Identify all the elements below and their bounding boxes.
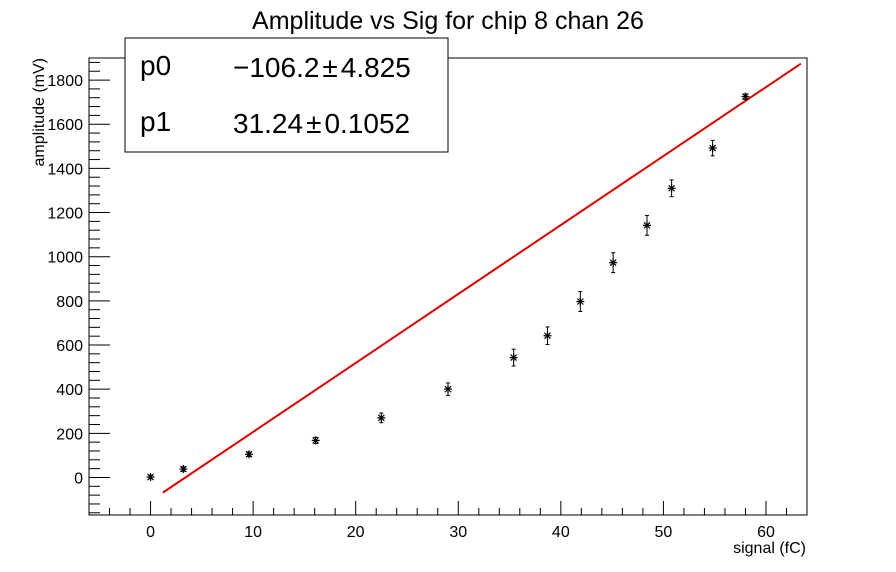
data-point — [245, 450, 254, 459]
y-tick-label: 800 — [56, 294, 83, 311]
chart-title: Amplitude vs Sig for chip 8 chan 26 — [252, 7, 644, 35]
y-tick-label: 600 — [56, 338, 83, 355]
y-tick-label: 1600 — [47, 117, 83, 134]
stat-p0-pm: ± — [322, 52, 337, 83]
data-point — [146, 473, 155, 482]
marker-d2 — [377, 414, 385, 422]
fit-parameters-box: p0 −106.2 ±4.825 p1 31.24 ±0.1052 — [124, 37, 449, 153]
y-tick-label: 400 — [56, 382, 83, 399]
marker-d2 — [510, 354, 518, 362]
y-axis-title: amplitude (mV) — [31, 58, 48, 166]
marker-d2 — [245, 450, 253, 458]
marker-d2 — [147, 473, 154, 481]
data-point — [543, 326, 552, 346]
data-point — [509, 348, 518, 367]
stat-p0-name: p0 — [140, 50, 171, 81]
x-tick-label: 30 — [449, 524, 467, 541]
stat-p0-value: −106.2 ±4.825 — [233, 52, 411, 83]
data-point — [576, 291, 585, 312]
marker-d2 — [312, 436, 320, 444]
y-tick-label: 1200 — [47, 206, 83, 223]
x-axis-title: signal (fC) — [733, 540, 806, 557]
marker-d2 — [576, 298, 584, 305]
marker-d2 — [609, 259, 617, 267]
x-tick-label: 40 — [552, 524, 570, 541]
data-point — [741, 92, 750, 101]
y-tick-label: 200 — [56, 426, 83, 443]
x-tick-label: 60 — [757, 524, 775, 541]
data-point — [642, 214, 651, 236]
stat-p1-value: 31.24 ±0.1052 — [233, 108, 410, 139]
x-tick-label: 0 — [146, 524, 155, 541]
data-point — [311, 436, 320, 445]
marker-d2 — [709, 144, 717, 152]
y-tick-label: 1000 — [47, 250, 83, 267]
y-axis: 0 200 400 600 800 1000 1200 1400 1600 1800 — [47, 61, 110, 514]
marker-d2 — [742, 93, 749, 101]
data-point — [609, 252, 618, 274]
marker-d2 — [544, 332, 551, 340]
stat-p1-error: 0.1052 — [324, 108, 410, 139]
stat-p1-pm: ± — [306, 108, 321, 139]
stat-p0-error: 4.825 — [341, 52, 411, 83]
x-tick-label: 50 — [655, 524, 673, 541]
x-tick-label: 20 — [347, 524, 365, 541]
marker-d2 — [643, 221, 651, 229]
data-point — [179, 465, 188, 474]
marker-d2 — [444, 385, 452, 393]
fit-layer — [162, 62, 802, 494]
stat-p0-value-number: −106.2 — [233, 52, 319, 83]
x-axis: 0 10 20 30 40 50 60 — [109, 501, 787, 541]
data-points-layer — [146, 92, 750, 482]
fit-line — [162, 62, 802, 494]
x-tick-label: 10 — [244, 524, 262, 541]
data-point — [377, 412, 386, 424]
data-point — [667, 179, 676, 198]
y-tick-label: 0 — [74, 470, 83, 487]
marker-d2 — [668, 184, 676, 192]
stat-p1-name: p1 — [140, 106, 171, 137]
data-point — [708, 139, 717, 157]
data-point — [444, 382, 452, 396]
y-tick-label: 1400 — [47, 161, 83, 178]
y-tick-label: 1800 — [47, 73, 83, 90]
marker-d2 — [179, 465, 187, 473]
stats-box-frame — [124, 37, 449, 153]
stat-p1-value-number: 31.24 — [233, 108, 303, 139]
